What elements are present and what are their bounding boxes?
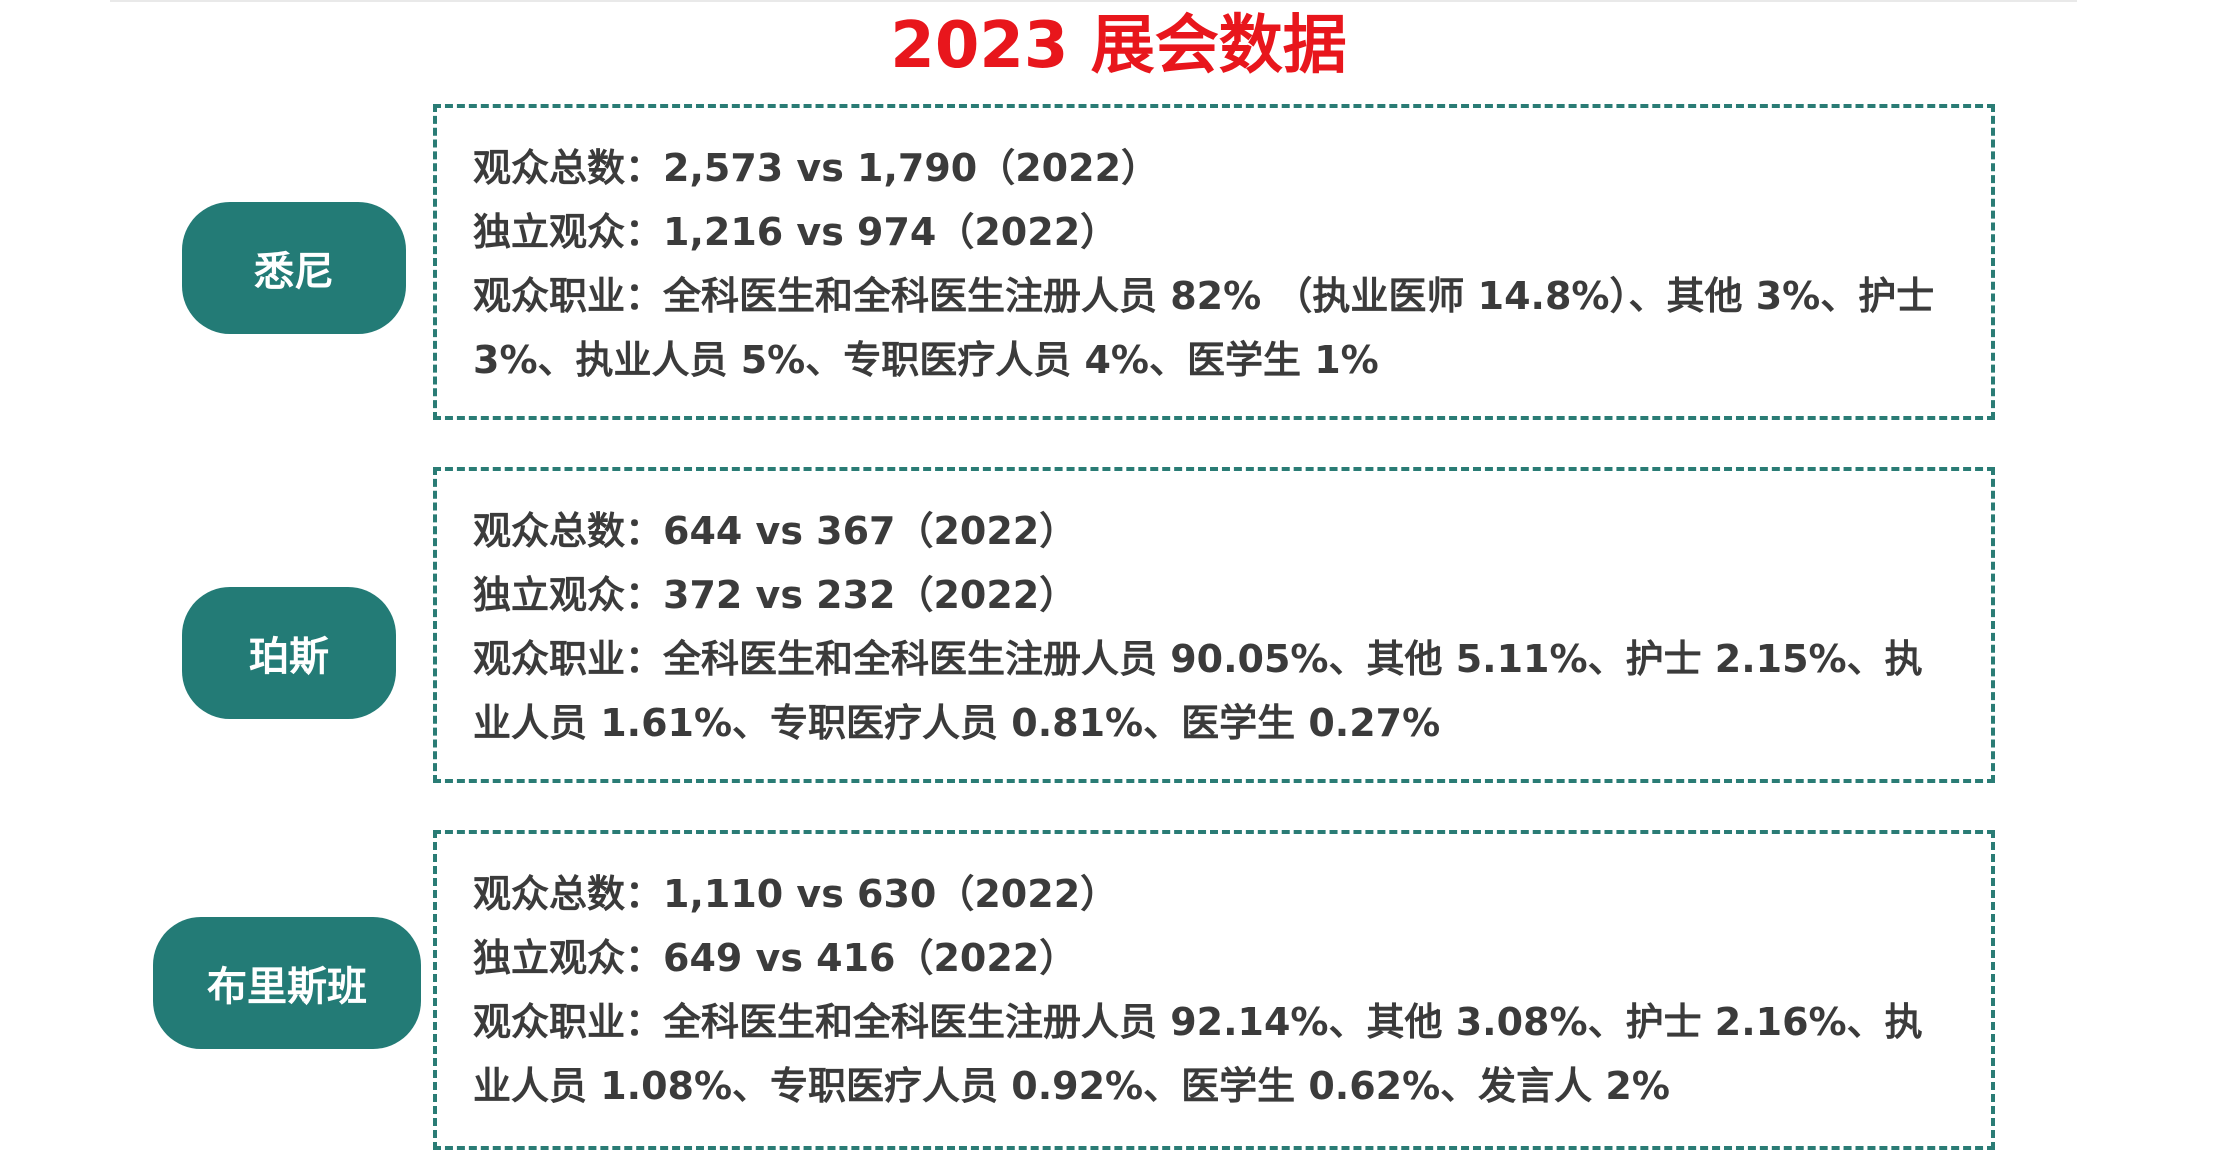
stats-panel-brisbane: 观众总数：1,110 vs 630（2022） 独立观众：649 vs 416（… bbox=[433, 830, 1995, 1150]
total-visitors: 观众总数：1,110 vs 630（2022） bbox=[473, 872, 1119, 916]
city-label-sydney: 悉尼 bbox=[182, 202, 406, 334]
visitor-occupation: 观众职业：全科医生和全科医生注册人员 92.14%、其他 3.08%、护士 2.… bbox=[473, 1000, 1923, 1108]
city-label-perth: 珀斯 bbox=[182, 587, 396, 719]
unique-visitors: 独立观众：649 vs 416（2022） bbox=[473, 936, 1078, 980]
stats-panel-sydney: 观众总数：2,573 vs 1,790（2022） 独立观众：1,216 vs … bbox=[433, 104, 1995, 420]
unique-visitors: 独立观众：372 vs 232（2022） bbox=[473, 573, 1078, 617]
visitor-occupation: 观众职业：全科医生和全科医生注册人员 82% （执业医师 14.8%）、其他 3… bbox=[473, 274, 1948, 382]
unique-visitors: 独立观众：1,216 vs 974（2022） bbox=[473, 210, 1119, 254]
visitor-occupation: 观众职业：全科医生和全科医生注册人员 90.05%、其他 5.11%、护士 2.… bbox=[473, 637, 1923, 745]
top-divider bbox=[110, 0, 2077, 2]
total-visitors: 观众总数：644 vs 367（2022） bbox=[473, 509, 1078, 553]
city-label-brisbane: 布里斯班 bbox=[153, 917, 421, 1049]
page-title: 2023 展会数据 bbox=[890, 9, 1347, 83]
stats-panel-perth: 观众总数：644 vs 367（2022） 独立观众：372 vs 232（20… bbox=[433, 467, 1995, 783]
total-visitors: 观众总数：2,573 vs 1,790（2022） bbox=[473, 146, 1160, 190]
